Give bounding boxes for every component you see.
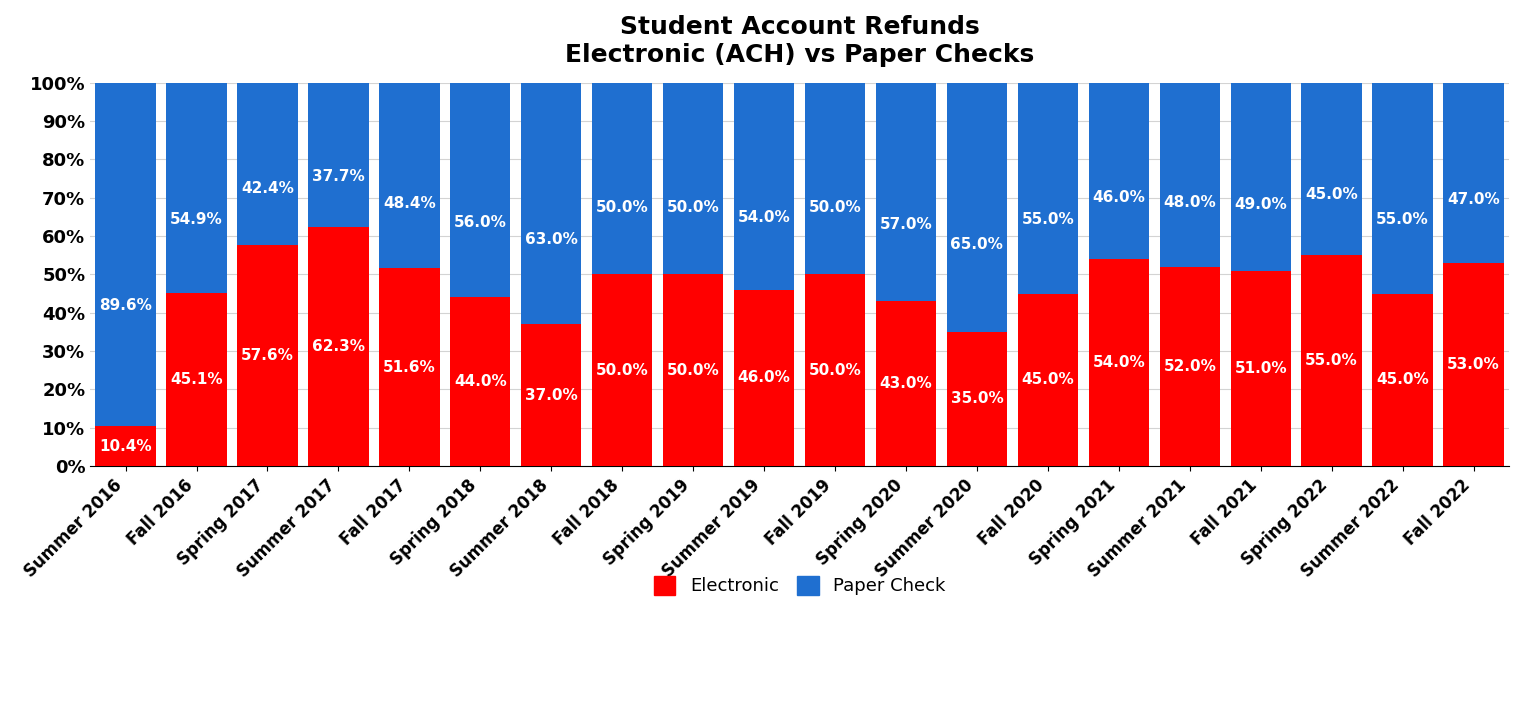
Text: 45.0%: 45.0% <box>1021 372 1074 387</box>
Bar <box>663 83 724 274</box>
Text: 54.9%: 54.9% <box>171 212 223 227</box>
Bar <box>450 83 511 297</box>
Text: 44.0%: 44.0% <box>454 374 506 389</box>
Bar <box>166 293 227 466</box>
Bar <box>238 83 297 246</box>
Legend: Electronic, Paper Check: Electronic, Paper Check <box>646 569 952 602</box>
Bar <box>521 325 582 466</box>
Bar <box>1443 263 1504 466</box>
Bar <box>1443 83 1504 263</box>
Bar <box>876 83 936 301</box>
Bar <box>663 274 724 466</box>
Bar <box>96 426 155 466</box>
Text: 55.0%: 55.0% <box>1305 353 1358 368</box>
Bar <box>379 83 439 269</box>
Text: 43.0%: 43.0% <box>879 376 933 391</box>
Bar <box>805 83 866 274</box>
Text: 55.0%: 55.0% <box>1021 213 1074 227</box>
Bar <box>1230 83 1291 271</box>
Bar <box>591 274 652 466</box>
Bar <box>1301 83 1362 255</box>
Text: 48.4%: 48.4% <box>383 196 436 211</box>
Text: 65.0%: 65.0% <box>951 237 1003 252</box>
Text: 89.6%: 89.6% <box>99 299 152 314</box>
Text: 57.0%: 57.0% <box>879 217 933 232</box>
Text: 51.0%: 51.0% <box>1234 360 1286 376</box>
Text: 50.0%: 50.0% <box>668 200 719 215</box>
Text: 45.1%: 45.1% <box>171 372 223 387</box>
Text: 50.0%: 50.0% <box>809 363 861 378</box>
Text: 42.4%: 42.4% <box>241 181 294 196</box>
Text: 51.6%: 51.6% <box>383 360 436 375</box>
Bar <box>521 83 582 325</box>
Bar <box>450 297 511 466</box>
Text: 63.0%: 63.0% <box>524 232 578 247</box>
Bar <box>238 246 297 466</box>
Text: 50.0%: 50.0% <box>596 200 649 215</box>
Bar <box>591 83 652 274</box>
Text: 48.0%: 48.0% <box>1163 195 1216 210</box>
Text: 53.0%: 53.0% <box>1448 357 1500 372</box>
Bar <box>1160 83 1219 266</box>
Text: 45.0%: 45.0% <box>1376 372 1430 387</box>
Bar <box>805 274 866 466</box>
Bar <box>166 83 227 293</box>
Bar <box>1088 259 1149 466</box>
Bar <box>1018 294 1077 466</box>
Bar <box>308 227 369 466</box>
Text: 10.4%: 10.4% <box>99 439 152 454</box>
Text: 56.0%: 56.0% <box>454 215 507 230</box>
Bar <box>379 269 439 466</box>
Bar <box>1018 83 1077 294</box>
Text: 52.0%: 52.0% <box>1163 359 1216 374</box>
Text: 50.0%: 50.0% <box>596 363 649 378</box>
Bar <box>1160 266 1219 466</box>
Text: 55.0%: 55.0% <box>1376 213 1430 227</box>
Text: 50.0%: 50.0% <box>668 363 719 378</box>
Text: 47.0%: 47.0% <box>1448 192 1500 208</box>
Bar <box>946 332 1007 466</box>
Text: 62.3%: 62.3% <box>312 339 364 354</box>
Bar <box>946 83 1007 332</box>
Text: 54.0%: 54.0% <box>1093 355 1145 370</box>
Bar <box>1088 83 1149 259</box>
Title: Student Account Refunds
Electronic (ACH) vs Paper Checks: Student Account Refunds Electronic (ACH)… <box>565 15 1035 67</box>
Text: 46.0%: 46.0% <box>1093 190 1145 205</box>
Bar <box>1230 271 1291 466</box>
Bar <box>1301 255 1362 466</box>
Text: 46.0%: 46.0% <box>738 370 791 386</box>
Bar <box>876 301 936 466</box>
Text: 37.0%: 37.0% <box>524 388 578 403</box>
Bar <box>1373 294 1433 466</box>
Text: 54.0%: 54.0% <box>738 210 791 225</box>
Bar <box>96 83 155 426</box>
Bar <box>735 289 794 466</box>
Text: 45.0%: 45.0% <box>1305 187 1358 202</box>
Text: 37.7%: 37.7% <box>312 169 364 184</box>
Bar <box>735 83 794 289</box>
Text: 57.6%: 57.6% <box>241 348 294 363</box>
Text: 35.0%: 35.0% <box>951 391 1003 406</box>
Bar <box>1373 83 1433 294</box>
Bar <box>308 83 369 227</box>
Text: 50.0%: 50.0% <box>809 200 861 215</box>
Text: 49.0%: 49.0% <box>1234 197 1288 213</box>
